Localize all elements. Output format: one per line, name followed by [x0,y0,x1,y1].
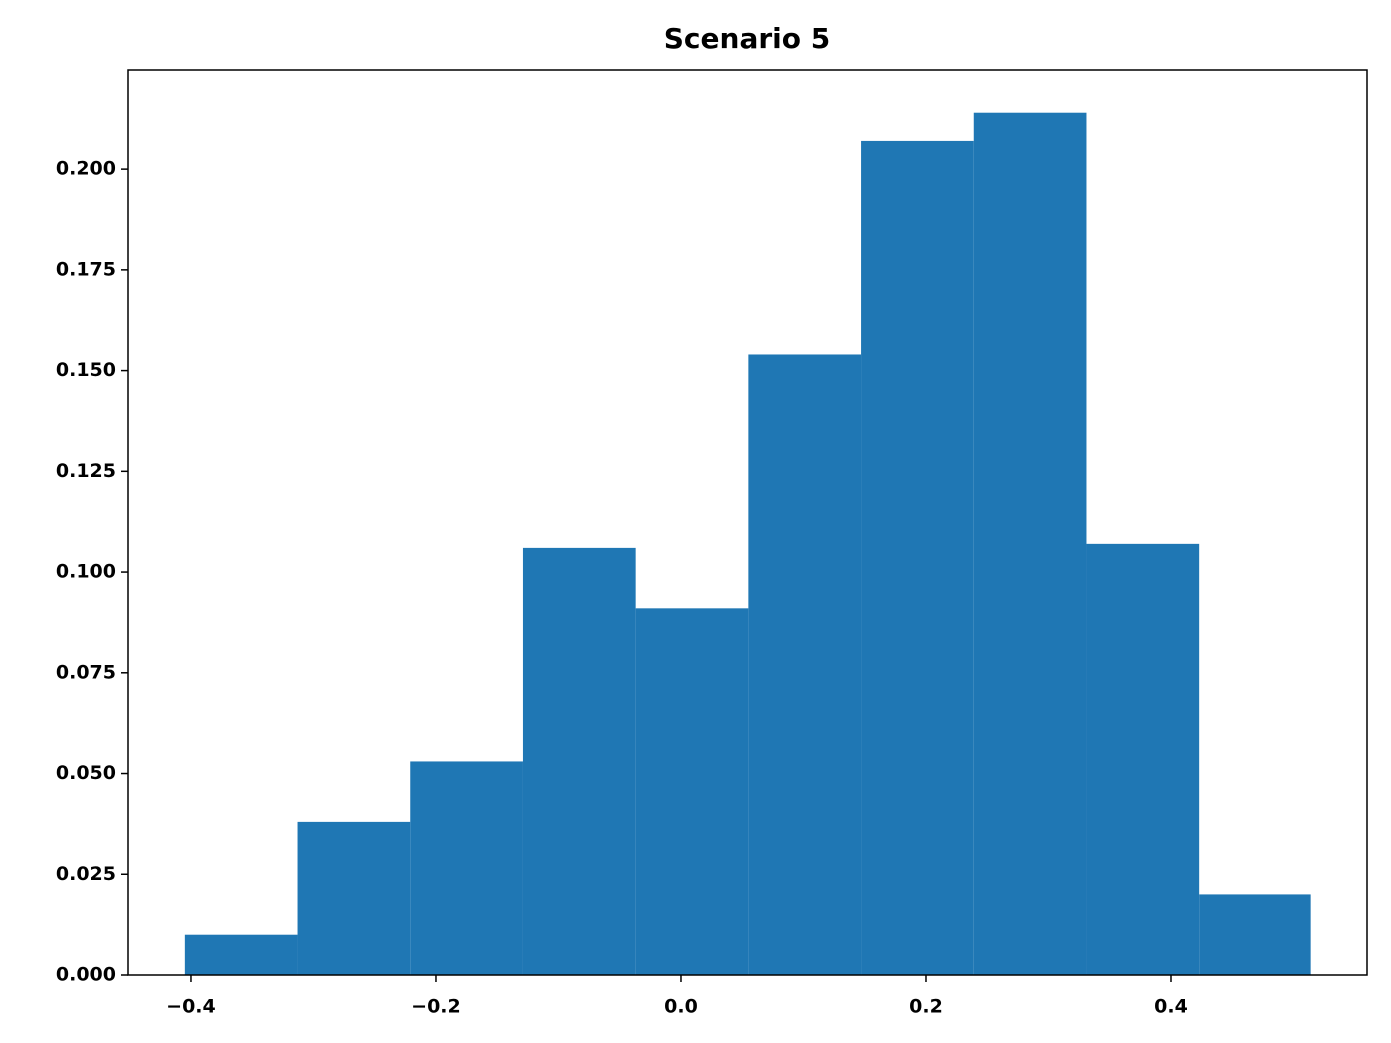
y-tick-label: 0.000 [56,964,116,986]
y-tick-label: 0.050 [56,762,116,784]
y-tick-label: 0.150 [56,359,116,381]
y-tick-label: 0.200 [56,158,116,180]
x-tick-label: 0.4 [1154,996,1188,1018]
y-tick-label: 0.125 [56,460,116,482]
y-tick-label: 0.025 [56,863,116,885]
plot-frame [127,69,1368,976]
x-tick-label: 0.0 [664,996,698,1018]
x-tick-label: −0.4 [166,996,216,1018]
bar [184,934,298,975]
bar [861,140,974,976]
x-tick-label: 0.2 [909,996,943,1018]
x-tick-label: −0.2 [411,996,461,1018]
bar [748,354,862,975]
y-tick-label: 0.175 [56,258,116,280]
bar [1086,543,1200,975]
bar [1199,894,1311,975]
bar [297,821,411,975]
chart-title: Scenario 5 [664,22,830,55]
bar [522,547,636,975]
bar [973,112,1087,975]
y-tick-label: 0.075 [56,661,116,683]
bar [410,761,523,975]
y-tick-label: 0.100 [56,561,116,583]
bar [635,608,749,975]
